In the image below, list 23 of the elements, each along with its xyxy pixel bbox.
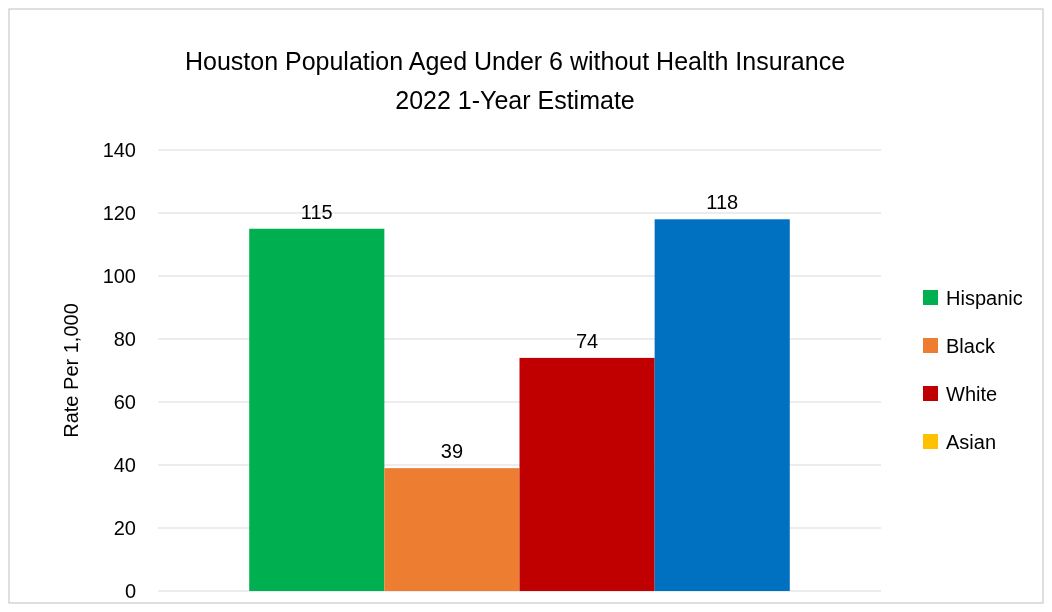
data-label: 118	[706, 191, 739, 214]
y-tick-label: 0	[124, 580, 136, 602]
data-label: 74	[575, 329, 599, 352]
y-tick-label: 100	[102, 265, 136, 287]
bar	[249, 228, 385, 591]
bar	[519, 357, 655, 591]
y-tick-label: 80	[113, 328, 136, 350]
data-label: 39	[440, 440, 464, 463]
y-axis-title: Rate Per 1,000	[60, 303, 82, 438]
bar	[384, 468, 520, 591]
legend-label: Asian	[946, 431, 997, 453]
y-tick-label: 120	[102, 202, 136, 224]
y-tick-label: 40	[113, 454, 136, 476]
y-tick-label: 20	[113, 517, 136, 539]
data-label: 115	[300, 200, 333, 223]
chart-subtitle: 2022 1-Year Estimate	[395, 86, 635, 114]
y-tick-label: 60	[113, 391, 136, 413]
bar	[654, 219, 790, 591]
legend-label: Hispanic	[946, 287, 1023, 309]
y-tick-label: 140	[102, 139, 136, 161]
legend-label: Black	[946, 335, 996, 357]
chart-title: Houston Population Aged Under 6 without Health Insurance	[184, 47, 846, 75]
legend-label: White	[946, 383, 998, 405]
